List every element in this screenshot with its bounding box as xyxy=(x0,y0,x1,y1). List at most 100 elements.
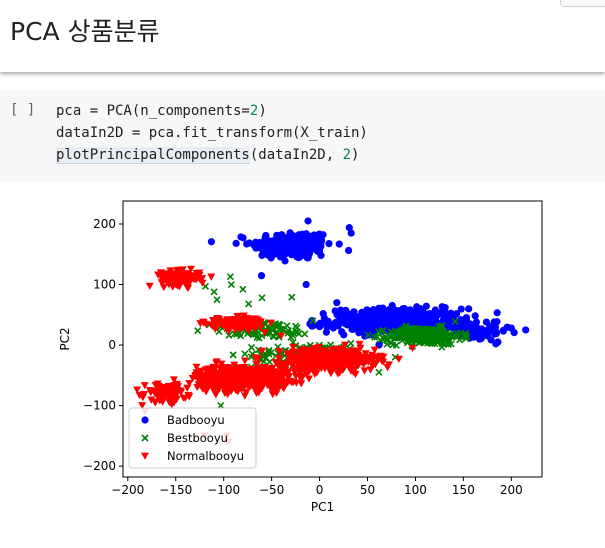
point-normalbooyu xyxy=(157,387,166,396)
point-normalbooyu xyxy=(261,377,270,385)
point-normalbooyu xyxy=(212,358,221,366)
pca-scatter-chart: −200 −150 −100 −50 0 50 100 150 200 −200 −100 0 100 2… xyxy=(58,200,543,514)
point-normalbooyu xyxy=(145,282,154,290)
point-bestbooyu xyxy=(400,326,408,334)
point-normalbooyu xyxy=(316,360,325,368)
series-normalbooyu xyxy=(133,265,417,446)
point-bestbooyu xyxy=(380,334,388,342)
notebook-header: PCA 상품분류 xyxy=(0,0,605,72)
point-normalbooyu xyxy=(371,361,380,369)
point-normalbooyu xyxy=(185,379,194,388)
x-tick-label: 200 xyxy=(500,483,523,497)
point-badbooyu xyxy=(482,331,490,339)
point-normalbooyu xyxy=(241,368,250,376)
point-normalbooyu xyxy=(151,381,160,390)
y-tick-label: −100 xyxy=(83,399,116,413)
point-normalbooyu xyxy=(157,279,166,287)
x-tick-label: −100 xyxy=(207,483,240,497)
point-badbooyu xyxy=(207,238,216,246)
point-badbooyu xyxy=(281,257,289,265)
point-badbooyu xyxy=(390,320,398,328)
point-normalbooyu xyxy=(244,327,253,335)
point-badbooyu xyxy=(355,317,363,326)
point-bestbooyu xyxy=(398,326,406,334)
point-badbooyu xyxy=(471,312,479,320)
point-bestbooyu xyxy=(391,334,399,342)
point-normalbooyu xyxy=(277,376,286,385)
point-badbooyu xyxy=(289,236,297,244)
point-badbooyu xyxy=(465,305,473,313)
point-badbooyu xyxy=(347,229,355,237)
point-badbooyu xyxy=(324,317,332,325)
point-normalbooyu xyxy=(195,372,204,381)
point-badbooyu xyxy=(298,230,306,238)
point-bestbooyu xyxy=(247,343,256,352)
toolbar-corner-tab[interactable] xyxy=(560,0,605,7)
run-cell-button[interactable]: [ ] xyxy=(10,102,36,118)
point-normalbooyu xyxy=(298,346,307,354)
point-normalbooyu xyxy=(356,344,365,352)
point-bestbooyu xyxy=(277,325,286,333)
code-editor[interactable]: pca = PCA(n_components=2) dataIn2D = pca.… xyxy=(56,100,368,166)
point-badbooyu xyxy=(304,217,312,225)
code-text: ) xyxy=(258,103,267,119)
point-normalbooyu xyxy=(256,323,265,332)
point-normalbooyu xyxy=(268,390,277,399)
point-bestbooyu xyxy=(301,330,309,338)
point-normalbooyu xyxy=(350,366,359,374)
point-badbooyu xyxy=(462,314,471,322)
code-cell[interactable]: [ ] pca = PCA(n_components=2) dataIn2D = … xyxy=(0,90,605,182)
y-tick-label: 0 xyxy=(108,338,116,352)
point-normalbooyu xyxy=(217,360,226,368)
point-badbooyu xyxy=(345,224,353,232)
point-normalbooyu xyxy=(333,353,342,361)
point-badbooyu xyxy=(457,305,465,313)
point-bestbooyu xyxy=(293,328,301,336)
point-normalbooyu xyxy=(181,273,190,281)
point-normalbooyu xyxy=(216,375,225,383)
point-normalbooyu xyxy=(192,363,201,371)
point-normalbooyu xyxy=(250,372,259,380)
point-badbooyu xyxy=(257,272,266,280)
point-normalbooyu xyxy=(292,379,301,387)
point-normalbooyu xyxy=(166,279,175,287)
point-bestbooyu xyxy=(258,294,266,302)
code-function-name: plotPrincipalComponents xyxy=(56,147,250,164)
point-bestbooyu xyxy=(227,280,235,289)
point-normalbooyu xyxy=(329,354,338,363)
point-normalbooyu xyxy=(140,391,149,399)
point-bestbooyu xyxy=(406,325,414,333)
cell-output: −200 −150 −100 −50 0 50 100 150 200 −200 −100 0 100 2… xyxy=(0,188,605,528)
point-normalbooyu xyxy=(248,378,257,387)
point-normalbooyu xyxy=(163,274,172,283)
point-bestbooyu xyxy=(451,317,459,326)
point-badbooyu xyxy=(316,323,324,331)
point-normalbooyu xyxy=(326,370,335,378)
point-badbooyu xyxy=(475,331,483,339)
point-normalbooyu xyxy=(233,369,242,377)
point-badbooyu xyxy=(494,338,502,346)
point-badbooyu xyxy=(337,306,345,314)
point-badbooyu xyxy=(325,240,333,248)
point-normalbooyu xyxy=(297,380,306,388)
point-normalbooyu xyxy=(176,280,185,288)
point-badbooyu xyxy=(331,307,339,315)
point-badbooyu xyxy=(394,307,402,316)
point-badbooyu xyxy=(302,280,310,289)
point-badbooyu xyxy=(332,318,340,326)
point-bestbooyu xyxy=(347,339,355,347)
point-normalbooyu xyxy=(292,359,301,367)
point-normalbooyu xyxy=(240,392,249,400)
point-normalbooyu xyxy=(339,365,348,373)
legend: Badbooyu Bestbooyu Normalbooyu xyxy=(128,407,257,469)
point-normalbooyu xyxy=(284,350,293,358)
point-bestbooyu xyxy=(436,333,444,341)
point-bestbooyu xyxy=(387,339,396,347)
point-normalbooyu xyxy=(255,366,264,374)
point-badbooyu xyxy=(333,299,341,307)
point-badbooyu xyxy=(403,317,412,325)
point-bestbooyu xyxy=(455,332,463,340)
point-normalbooyu xyxy=(333,370,342,378)
code-text: (dataIn2D, xyxy=(249,147,343,163)
point-badbooyu xyxy=(338,328,346,336)
